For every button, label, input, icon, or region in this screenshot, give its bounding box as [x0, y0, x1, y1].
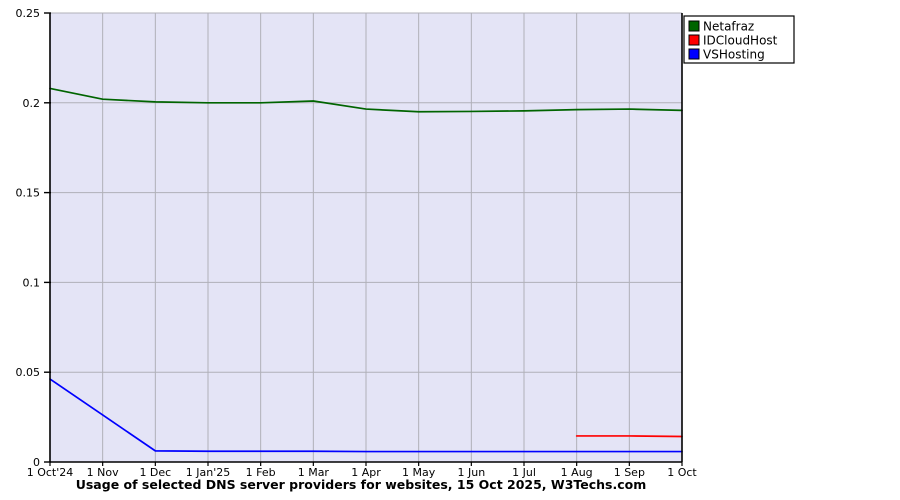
x-tick-label: 1 Jun	[457, 466, 485, 479]
y-tick-label: 0.15	[16, 187, 41, 200]
x-tick-label: 1 Mar	[298, 466, 330, 479]
x-tick-label: 1 Aug	[561, 466, 593, 479]
series-line-netafraz	[49, 87, 683, 113]
x-tick-label: 1 Nov	[87, 466, 119, 479]
x-tick-label: 1 Dec	[139, 466, 171, 479]
x-tick-label: 1 Feb	[246, 466, 276, 479]
series-line-idcloudhost	[575, 435, 683, 438]
y-tick-label: 0.05	[16, 366, 41, 379]
series-line-vshosting	[49, 378, 683, 453]
y-tick-label: 0	[33, 456, 40, 469]
x-tick-label: 1 Jul	[512, 466, 536, 479]
x-tick-label: 1 Oct'24	[27, 466, 74, 479]
x-tick-label: 1 Oct	[667, 466, 697, 479]
chart-title: Usage of selected DNS server providers f…	[76, 477, 647, 492]
x-tick-label: 1 May	[402, 466, 436, 479]
legend-label-netafraz[interactable]: Netafraz	[703, 20, 754, 34]
y-tick-label: 0.25	[16, 7, 41, 20]
x-tick-label: 1 Apr	[351, 466, 381, 479]
x-tick-label: 1 Jan'25	[186, 466, 230, 479]
legend-swatch-idcloudhost	[688, 34, 700, 46]
legend-swatch-netafraz	[688, 20, 700, 32]
y-tick-label: 0.1	[23, 276, 41, 289]
y-tick-label: 0.2	[23, 97, 41, 110]
y-axis-ticks: 0 0.05 0.1 0.15 0.2 0.25	[16, 7, 51, 469]
legend-swatch-vshosting	[688, 48, 700, 60]
legend-label-idcloudhost[interactable]: IDCloudHost	[703, 34, 778, 48]
legend-label-vshosting[interactable]: VSHosting	[703, 48, 765, 62]
x-tick-label: 1 Sep	[614, 466, 645, 479]
x-axis-ticks: 1 Oct'24 1 Nov 1 Dec 1 Jan'25 1 Feb 1 Mar 1 Ap…	[27, 462, 697, 479]
legend-box	[683, 15, 795, 64]
series-lines-layer	[49, 87, 683, 453]
